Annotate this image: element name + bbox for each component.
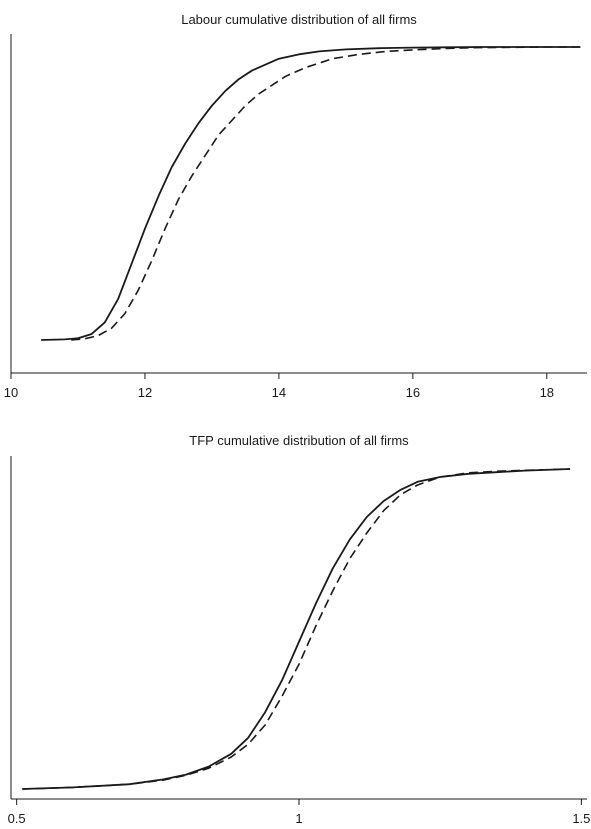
tfp-series-dashed-line xyxy=(22,468,571,790)
labour-x-tick-label: 16 xyxy=(406,385,420,400)
tfp-x-tick-label: 1 xyxy=(295,811,302,826)
labour-cdf-panel: Labour cumulative distribution of all fi… xyxy=(4,12,587,400)
labour-x-tick-label: 10 xyxy=(4,385,18,400)
labour-series-dashed-line xyxy=(71,46,581,341)
labour-x-tick-label: 14 xyxy=(272,385,286,400)
tfp-chart-title: TFP cumulative distribution of all firms xyxy=(189,433,409,448)
tfp-cdf-panel: TFP cumulative distribution of all firms… xyxy=(8,433,591,826)
labour-x-tick-label: 12 xyxy=(138,385,152,400)
labour-x-tick-label: 18 xyxy=(540,385,554,400)
tfp-x-tick-label: 1.5 xyxy=(572,811,590,826)
labour-chart-title: Labour cumulative distribution of all fi… xyxy=(181,12,417,27)
tfp-x-tick-label: 0.5 xyxy=(8,811,26,826)
labour-series-solid-line xyxy=(41,46,581,341)
tfp-series-solid-line xyxy=(22,468,571,790)
